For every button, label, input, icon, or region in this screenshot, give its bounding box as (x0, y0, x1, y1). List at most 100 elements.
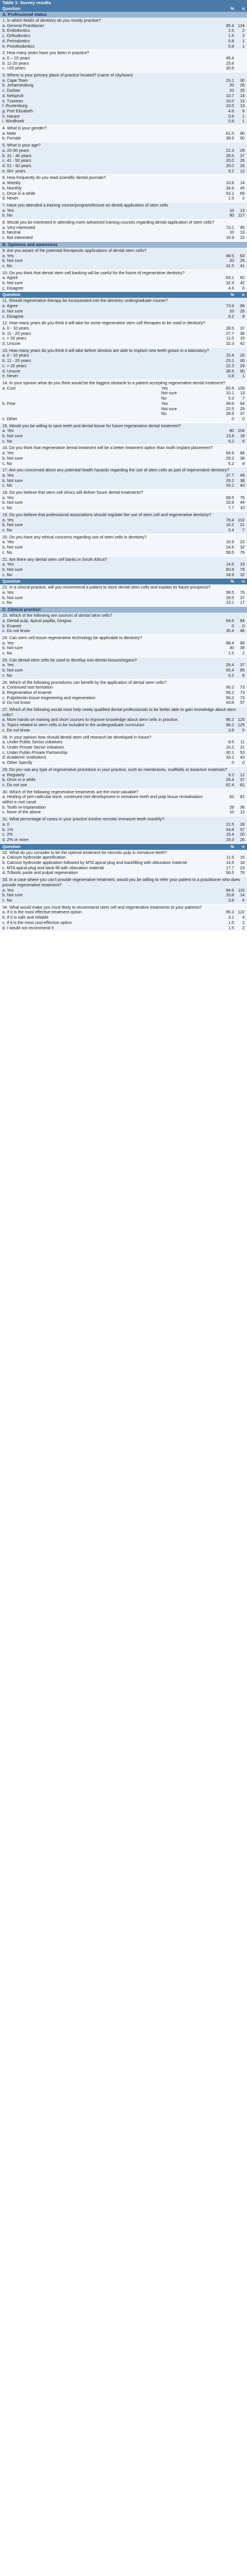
answer-count: 19 (240, 562, 245, 567)
answer-label: i. Windhoek (2, 119, 25, 124)
answer-percent: 3.8 (228, 727, 234, 733)
answer-row: b. Not sure 20 26 (0, 309, 247, 314)
answer-label: f. Rustenburg (2, 104, 28, 109)
answer-count: 10 (240, 506, 245, 511)
answer-label: e. 60+ years (2, 168, 26, 174)
answer-count: 37 (240, 777, 245, 783)
question-text: 18. Do you believe that stem cell clinic… (2, 490, 143, 496)
answer-row: b. Topics related to stem cells to be in… (0, 723, 247, 728)
answer-percent: 10 (229, 810, 234, 815)
header-n: n (242, 6, 245, 11)
answer-count: 13 (240, 104, 245, 109)
answer-row: b. Not sure 13.8 18 (0, 434, 247, 439)
answer-count: 37 (240, 663, 245, 668)
answer-row: c. No 24.6 32 (0, 573, 247, 579)
answer-row: a. 0 21.5 28 (0, 822, 247, 827)
answer-percent: 49.6 (226, 401, 234, 406)
answer-count: 8 (242, 461, 245, 466)
answer-label (2, 411, 161, 417)
answer-count: 42 (240, 341, 245, 347)
answer-count: 13 (240, 98, 245, 104)
answer-percent: 1.5 (228, 651, 234, 656)
question-block: 8. Would you be interested in attending … (0, 220, 247, 242)
answer-percent: 13.8 (226, 434, 234, 439)
answer-label: c. No (2, 506, 12, 511)
answer-count: 38 (240, 456, 245, 461)
answer-row: a. Yes 78.4 102 (0, 518, 247, 523)
answer-count: 8 (242, 438, 245, 444)
answer-percent: 28.5 (226, 153, 234, 158)
answer-row: c. Do not use 62.4 81 (0, 783, 247, 789)
answer-row: c. If it is the most cost-effective opti… (0, 920, 247, 926)
answer-label: b. Not sure (2, 646, 23, 651)
question-block: 30. Which of the following regenerative … (0, 789, 247, 817)
answer-count: 122 (238, 910, 245, 915)
answer-count: 15 (240, 336, 245, 341)
answer-count: 50 (240, 136, 245, 141)
answer-row: d. Nelspruit 10.7 14 (0, 94, 247, 99)
answer-label: b. Not sure (2, 500, 23, 506)
question-text: 8. Would you be interested in attending … (2, 220, 215, 225)
header-question: Question (2, 6, 21, 11)
answer-percent: 31.5 (226, 263, 234, 268)
answer-row: c. No 6.2 8 (0, 439, 247, 445)
answer-label: c. No (2, 673, 12, 678)
answer-percent: 96.2 (226, 717, 234, 723)
answer-count: 73 (240, 695, 245, 700)
answer-label: d. Never (2, 196, 18, 201)
answer-label: a. Yes (2, 663, 14, 668)
answer-count: 81 (240, 795, 245, 800)
answer-label: b. Calcium hydroxide application followe… (2, 860, 187, 866)
answer-percent: 11.5 (226, 855, 234, 860)
answer-count: 64 (240, 401, 245, 406)
answer-row: a. Yes 84.6 110 (0, 888, 247, 893)
header-question: Question (2, 292, 21, 298)
answer-row: Not sure 22.5 29 (0, 407, 247, 412)
answer-percent: 64.6 (226, 451, 234, 456)
answer-label: b. Not sure (2, 595, 23, 600)
answer-label: b. Monthly (2, 185, 22, 191)
answer-count: 14 (240, 893, 245, 898)
answer-count: 49 (240, 473, 245, 478)
question-text: 21. Are there any dental stem cell banks… (2, 557, 107, 562)
answer-count: 57 (240, 827, 245, 832)
answer-row: b. Neutral 10 13 (0, 230, 247, 235)
answer-count: 20 (240, 832, 245, 837)
answer-label: e. Prosthodontics (2, 44, 35, 49)
answer-count: 0 (242, 623, 245, 629)
answer-count: 80 (240, 131, 245, 136)
answer-row: e. 60+ years 9.2 12 (0, 169, 247, 175)
answer-percent: 10.1 (226, 391, 234, 396)
answer-row: b. Tooth re-implantation 28 36 (0, 805, 247, 810)
answer-label: b. Enamel (2, 623, 21, 629)
answer-row: c. No 6.2 8 (0, 461, 247, 467)
answer-row: a. Yes 37.7 49 (0, 473, 247, 478)
answer-row: d. Tribiotic paste and pulpal regenerati… (0, 870, 247, 876)
question-text: 31. What percentage of cases in your pra… (2, 817, 165, 822)
answer-percent: 10.8 (226, 181, 234, 186)
answer-label: c. No (2, 550, 12, 555)
answer-label: c. Under Public-Private Partnership (2, 750, 68, 755)
question-block: 5. What is your age? a. 20-30 years 22.3 29… (0, 142, 247, 175)
question-text: 10. Do you think that dental stem cell b… (2, 270, 185, 275)
answer-count: 30 (240, 358, 245, 364)
answer-row: h. Harare 0.8 1 (0, 114, 247, 119)
question-block: 14. In your opinion what do you think wo… (0, 380, 247, 423)
question-text: 5. What is your age? (2, 143, 41, 148)
answer-percent: 5.3 (228, 396, 234, 401)
answer-row: c. Under Public-Private Partnership 30.1 5… (0, 750, 247, 756)
answer-label: c. No (2, 527, 12, 533)
answer-label: d. Academic Institutions (2, 755, 46, 760)
answer-label: b. Regeneration of enamel (2, 690, 52, 695)
answer-row: a. Yes 48.5 63 (0, 254, 247, 259)
answer-count: 5 (242, 727, 245, 733)
answer-count: 26 (240, 308, 245, 314)
answer-count: 22 (240, 540, 245, 545)
answer-row: d. 2% or more 19.3 25 (0, 837, 247, 843)
answer-label: c. No (2, 263, 12, 268)
answer-row: e. Other Specify 0 0 (0, 760, 247, 766)
question-text: 22. In a clinical practice, will you rec… (2, 585, 211, 590)
answer-percent: 9.2 (228, 772, 234, 777)
answer-count: 117 (238, 213, 245, 218)
answer-percent: 56.2 (226, 690, 234, 695)
